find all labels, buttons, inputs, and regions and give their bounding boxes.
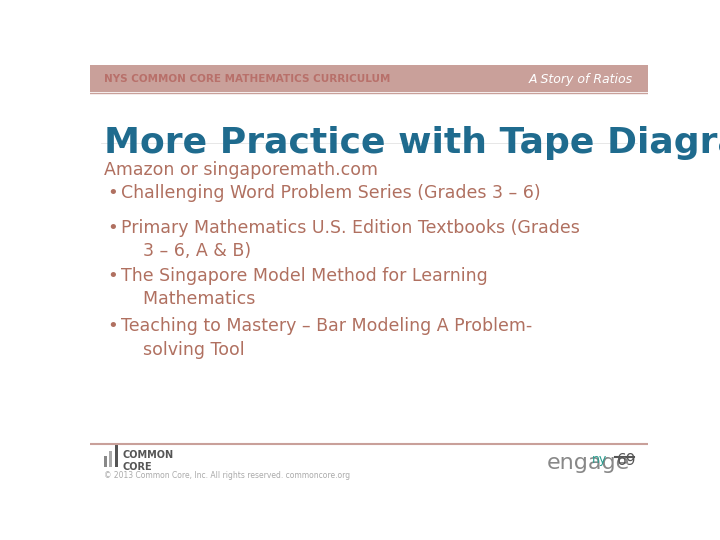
FancyBboxPatch shape	[104, 456, 107, 467]
FancyBboxPatch shape	[90, 65, 648, 92]
Text: COMMON
CORE: COMMON CORE	[122, 450, 174, 472]
FancyBboxPatch shape	[109, 451, 112, 467]
FancyBboxPatch shape	[114, 445, 118, 467]
Text: engage: engage	[547, 453, 631, 473]
Text: Primary Mathematics U.S. Edition Textbooks (Grades
    3 – 6, A & B): Primary Mathematics U.S. Edition Textboo…	[121, 219, 580, 260]
Text: •: •	[107, 184, 118, 202]
Text: •: •	[107, 318, 118, 335]
Text: The Singapore Model Method for Learning
    Mathematics: The Singapore Model Method for Learning …	[121, 267, 487, 308]
Text: Amazon or singaporemath.com: Amazon or singaporemath.com	[104, 161, 378, 179]
Text: © 2013 Common Core, Inc. All rights reserved. commoncore.org: © 2013 Common Core, Inc. All rights rese…	[104, 471, 350, 481]
Text: •: •	[107, 219, 118, 237]
Text: •: •	[107, 267, 118, 285]
Text: Challenging Word Problem Series (Grades 3 – 6): Challenging Word Problem Series (Grades …	[121, 184, 541, 202]
Text: A Story of Ratios: A Story of Ratios	[528, 73, 632, 86]
Text: 69: 69	[617, 453, 636, 468]
Text: Teaching to Mastery – Bar Modeling A Problem-
    solving Tool: Teaching to Mastery – Bar Modeling A Pro…	[121, 318, 532, 359]
Text: More Practice with Tape Diagrams: More Practice with Tape Diagrams	[104, 126, 720, 160]
Text: ny: ny	[593, 453, 608, 466]
Text: NYS COMMON CORE MATHEMATICS CURRICULUM: NYS COMMON CORE MATHEMATICS CURRICULUM	[104, 75, 390, 84]
